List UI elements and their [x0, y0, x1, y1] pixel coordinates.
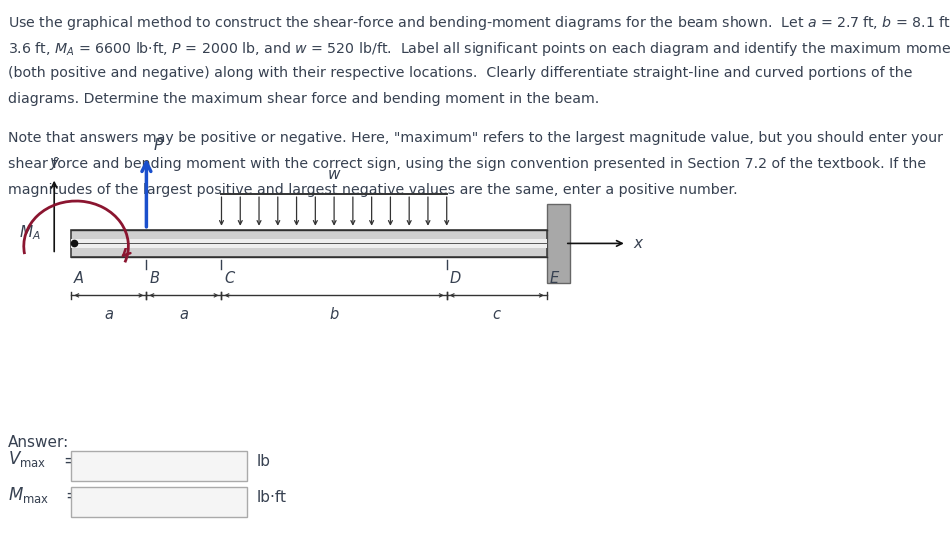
Text: magnitudes of the largest positive and largest negative values are the same, ent: magnitudes of the largest positive and l…: [8, 183, 737, 197]
Text: $M_A$: $M_A$: [19, 223, 41, 242]
Text: P: P: [154, 138, 164, 153]
Text: Answer:: Answer:: [8, 435, 68, 450]
Text: $M_\mathrm{max}$: $M_\mathrm{max}$: [8, 485, 49, 505]
Text: lb·ft: lb·ft: [257, 490, 287, 505]
Text: b: b: [329, 307, 339, 322]
Text: Note that answers may be positive or negative. Here, "maximum" refers to the lar: Note that answers may be positive or neg…: [8, 131, 942, 145]
Text: a: a: [180, 307, 188, 322]
Text: E: E: [550, 271, 559, 286]
Text: a: a: [105, 307, 113, 322]
Text: lb: lb: [257, 455, 271, 469]
Text: Use the graphical method to construct the shear-force and bending-moment diagram: Use the graphical method to construct th…: [8, 14, 951, 32]
Text: (both positive and negative) along with their respective locations.  Clearly dif: (both positive and negative) along with …: [8, 66, 912, 80]
Text: A: A: [74, 271, 85, 286]
FancyBboxPatch shape: [71, 230, 547, 257]
Text: 3.6 ft, $M_A$ = 6600 lb·ft, $P$ = 2000 lb, and $w$ = 520 lb/ft.  Label all signi: 3.6 ft, $M_A$ = 6600 lb·ft, $P$ = 2000 l…: [8, 40, 951, 58]
Bar: [547, 203, 570, 283]
Bar: [71, 451, 247, 481]
Text: diagrams. Determine the maximum shear force and bending moment in the beam.: diagrams. Determine the maximum shear fo…: [8, 92, 599, 107]
Text: c: c: [493, 307, 501, 322]
Text: D: D: [450, 271, 461, 286]
Text: $V_\mathrm{max}$: $V_\mathrm{max}$: [8, 449, 46, 469]
Text: C: C: [224, 271, 235, 286]
Bar: [71, 239, 547, 247]
Text: shear force and bending moment with the correct sign, using the sign convention : shear force and bending moment with the …: [8, 157, 925, 171]
Text: y: y: [49, 155, 59, 170]
Bar: [71, 487, 247, 517]
Text: =: =: [66, 487, 80, 505]
Text: =: =: [63, 451, 77, 469]
Text: x: x: [633, 236, 642, 251]
Text: B: B: [149, 271, 159, 286]
Text: w: w: [328, 167, 340, 182]
